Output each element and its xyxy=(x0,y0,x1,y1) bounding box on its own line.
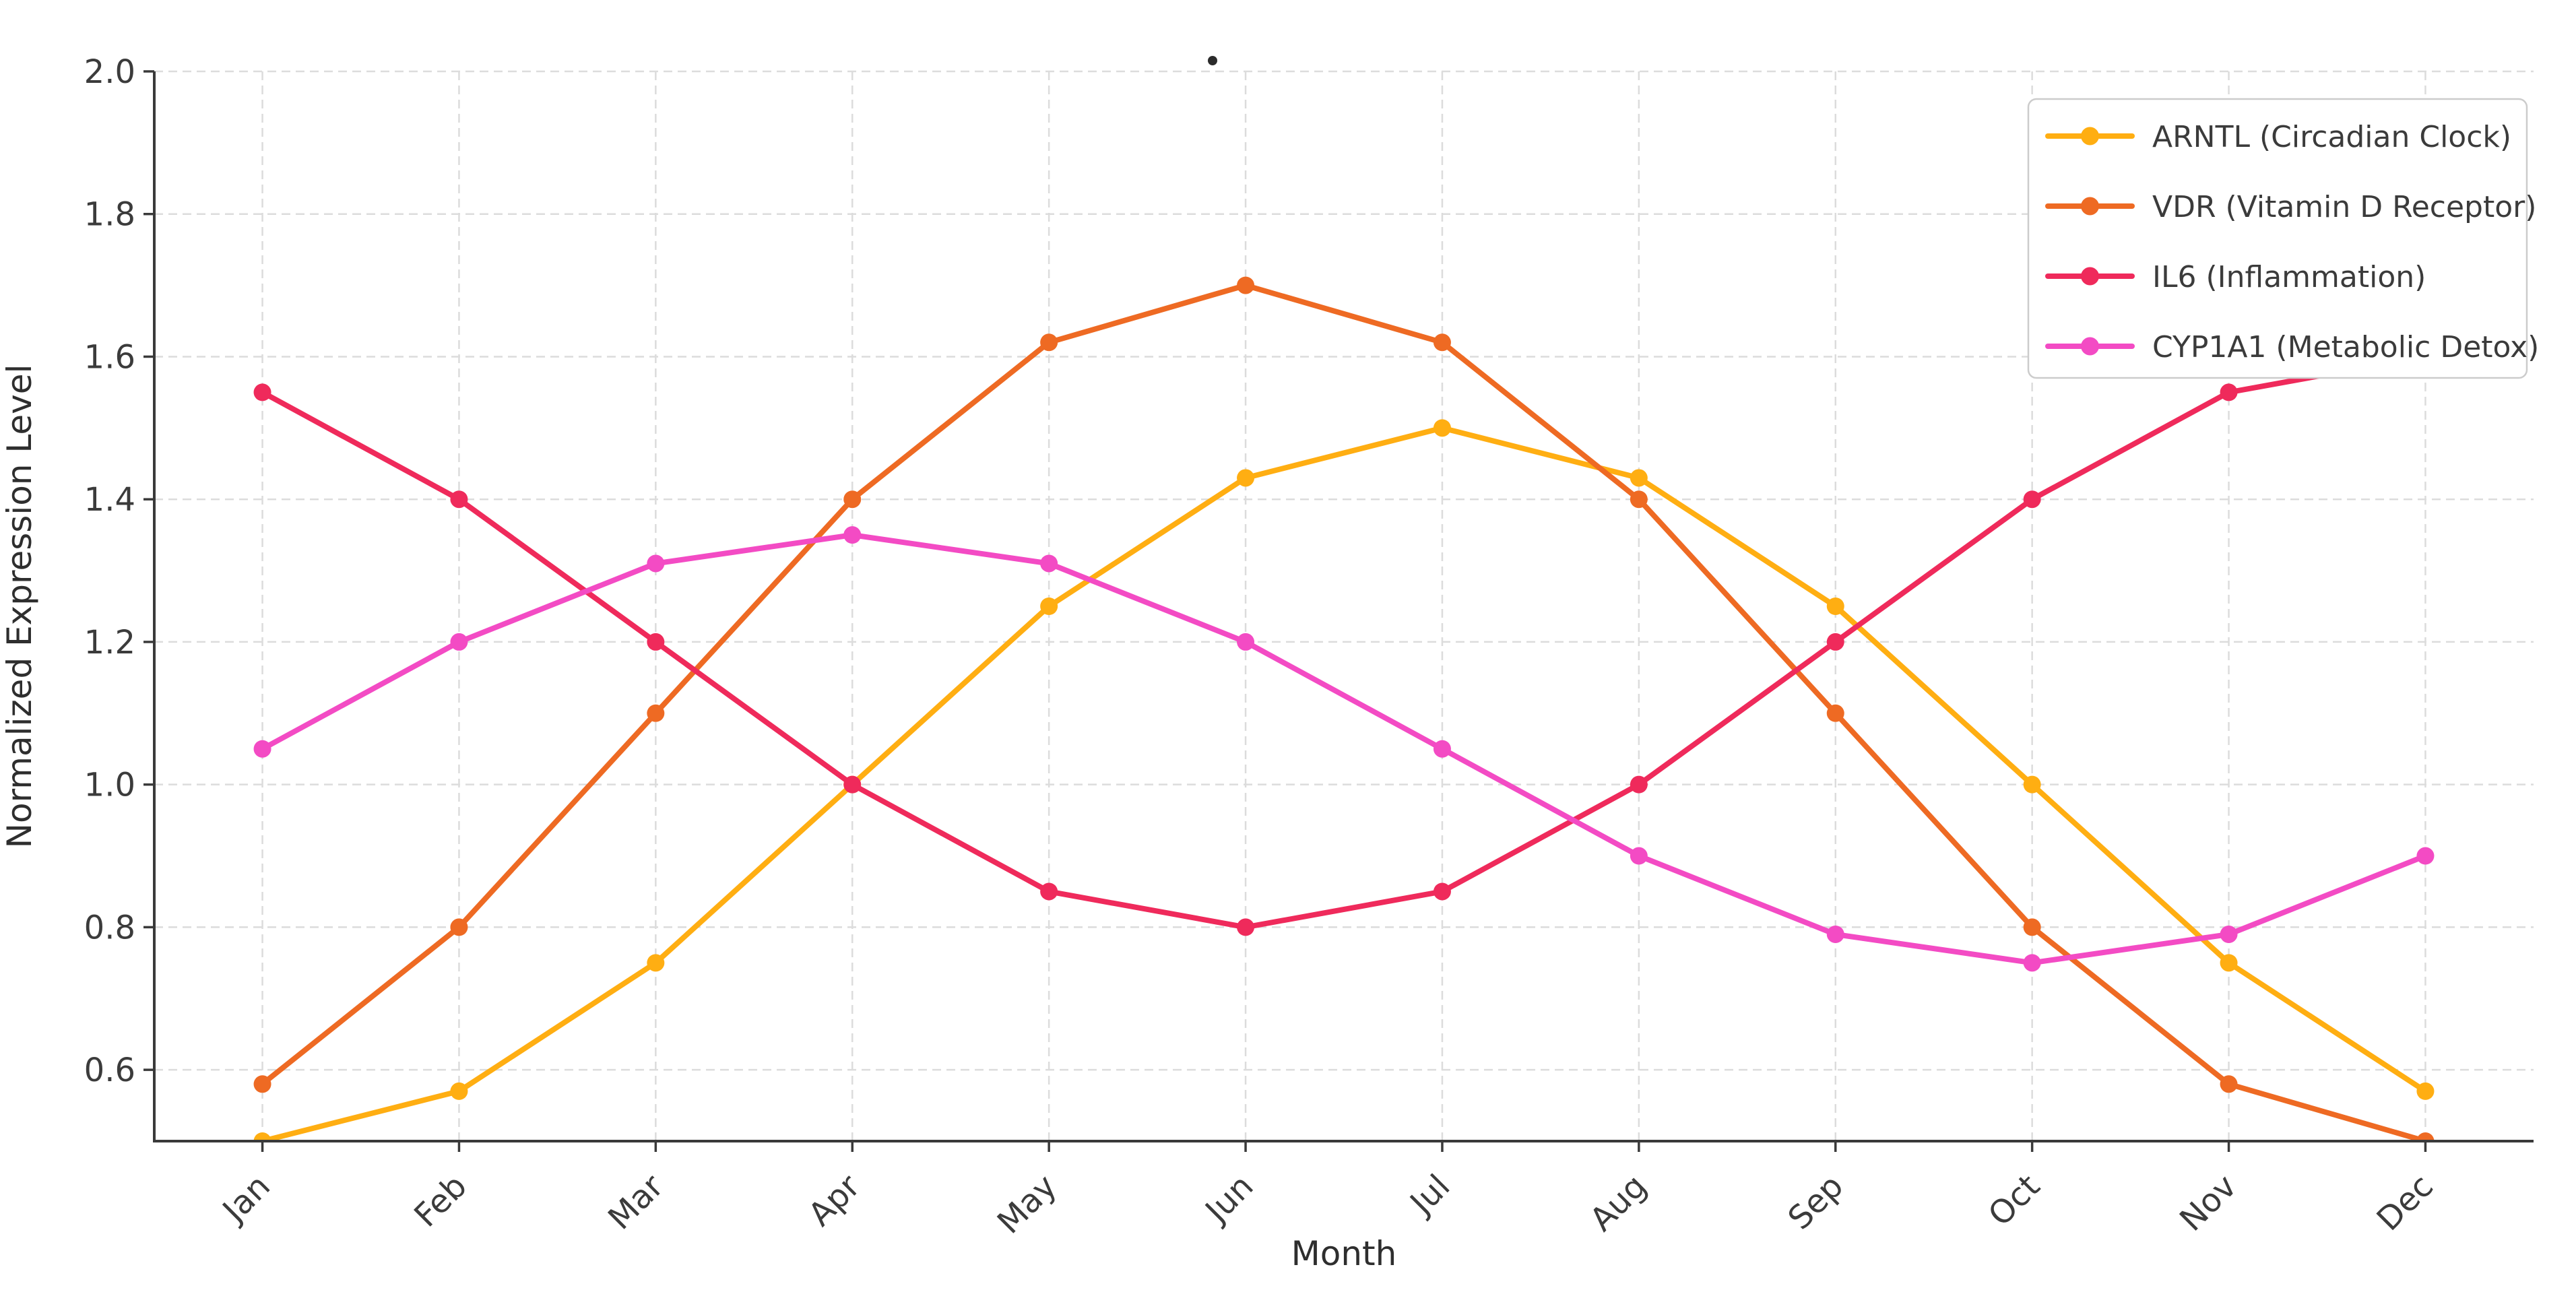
data-point-marker xyxy=(450,1082,468,1100)
data-point-marker xyxy=(1630,490,1648,509)
data-point-marker xyxy=(1826,633,1844,651)
x-tick-label: Dec xyxy=(2370,1167,2441,1238)
legend-marker xyxy=(2081,197,2099,216)
data-point-marker xyxy=(2023,490,2041,509)
title-dot xyxy=(1208,56,1217,65)
data-point-marker xyxy=(647,554,665,573)
x-tick-label: Feb xyxy=(407,1167,474,1235)
data-point-marker xyxy=(2416,1082,2435,1100)
data-point-marker xyxy=(253,1075,271,1093)
data-point-marker xyxy=(1433,419,1451,437)
series-line xyxy=(259,354,2428,930)
data-point-marker xyxy=(1040,598,1058,615)
data-point-marker xyxy=(1237,276,1255,294)
data-point-marker xyxy=(2220,1075,2238,1093)
series-layer xyxy=(253,276,2435,1141)
series-line xyxy=(259,532,2428,966)
data-point-marker xyxy=(2220,954,2238,972)
data-point-marker xyxy=(450,490,468,509)
data-point-marker xyxy=(2023,954,2041,972)
y-tick-label: 0.8 xyxy=(84,909,135,946)
data-point-marker xyxy=(2416,847,2435,865)
legend: ARNTL (Circadian Clock) VDR (Vitamin D Re… xyxy=(2027,98,2539,379)
data-point-marker xyxy=(1433,882,1451,901)
legend-marker xyxy=(2081,337,2099,356)
data-point-marker xyxy=(1237,918,1255,936)
data-point-marker xyxy=(1040,554,1058,573)
y-tick-label: 1.6 xyxy=(84,338,135,376)
data-point-marker xyxy=(1630,469,1648,487)
series-IL6 xyxy=(253,348,2435,936)
x-tick-label: Sep xyxy=(1781,1167,1851,1237)
data-point-marker xyxy=(1433,333,1451,352)
y-tick-label: 1.4 xyxy=(84,481,135,519)
x-tick-label: Aug xyxy=(1582,1167,1654,1239)
data-point-marker xyxy=(843,490,862,509)
data-point-marker xyxy=(647,633,665,651)
y-tick-label: 2.0 xyxy=(84,53,135,91)
x-tick-label: Mar xyxy=(601,1167,671,1237)
x-tick-label: Nov xyxy=(2172,1167,2244,1239)
data-point-marker xyxy=(1040,882,1058,901)
y-tick-label: 1.0 xyxy=(84,767,135,804)
series-line xyxy=(259,425,2428,1141)
data-point-marker xyxy=(253,1132,271,1141)
legend-marker xyxy=(2081,267,2099,286)
data-point-marker xyxy=(1040,333,1058,352)
data-point-marker xyxy=(2023,918,2041,936)
data-point-marker xyxy=(1433,740,1451,758)
y-tick-label: 1.8 xyxy=(84,196,135,234)
data-point-marker xyxy=(1826,598,1844,615)
data-point-marker xyxy=(1630,847,1648,865)
legend-label: IL6 (Inflammation) xyxy=(2152,260,2426,294)
data-point-marker xyxy=(843,526,862,544)
data-point-marker xyxy=(1237,469,1255,487)
legend-item-CYP1A1: CYP1A1 (Metabolic Detox) xyxy=(2045,330,2539,364)
legend-label: VDR (Vitamin D Receptor) xyxy=(2152,190,2536,224)
series-VDR xyxy=(253,276,2435,1141)
y-axis-label: Normalized Expression Level xyxy=(0,364,39,849)
legend-item-VDR: VDR (Vitamin D Receptor) xyxy=(2045,190,2536,224)
series-line xyxy=(259,282,2428,1141)
data-point-marker xyxy=(450,633,468,651)
x-tick-label: May xyxy=(990,1167,1064,1241)
data-point-marker xyxy=(843,775,862,794)
x-tick-label: Jul xyxy=(1402,1167,1458,1223)
data-point-marker xyxy=(253,740,271,758)
series-CYP1A1 xyxy=(253,526,2435,972)
data-point-marker xyxy=(2023,775,2041,794)
y-tick-label: 1.2 xyxy=(84,624,135,662)
data-point-marker xyxy=(1826,704,1844,722)
x-axis-label: Month xyxy=(1291,1234,1397,1273)
legend-item-IL6: IL6 (Inflammation) xyxy=(2045,260,2426,294)
data-point-marker xyxy=(450,918,468,936)
legend-label: ARNTL (Circadian Clock) xyxy=(2152,120,2511,154)
data-point-marker xyxy=(253,383,271,401)
legend-box xyxy=(2027,98,2528,379)
data-point-marker xyxy=(1630,775,1648,794)
x-tick-label: Jan xyxy=(214,1167,278,1231)
data-point-marker xyxy=(2220,925,2238,943)
legend-marker xyxy=(2081,127,2099,146)
data-point-marker xyxy=(2220,383,2238,401)
data-point-marker xyxy=(647,954,665,972)
data-point-marker xyxy=(1237,633,1255,651)
legend-label: CYP1A1 (Metabolic Detox) xyxy=(2152,330,2539,364)
data-point-marker xyxy=(2416,1132,2435,1141)
legend-item-ARNTL: ARNTL (Circadian Clock) xyxy=(2045,120,2511,154)
data-point-marker xyxy=(1826,925,1844,943)
y-tick-label: 0.6 xyxy=(84,1052,135,1089)
x-tick-label: Apr xyxy=(801,1167,868,1234)
data-point-marker xyxy=(647,704,665,722)
x-tick-label: Jun xyxy=(1197,1167,1261,1231)
x-tick-label: Oct xyxy=(1981,1167,2047,1233)
